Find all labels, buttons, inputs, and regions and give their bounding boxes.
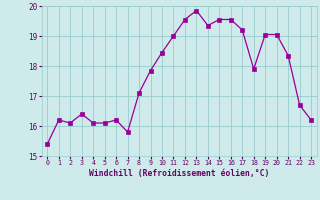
X-axis label: Windchill (Refroidissement éolien,°C): Windchill (Refroidissement éolien,°C) — [89, 169, 269, 178]
